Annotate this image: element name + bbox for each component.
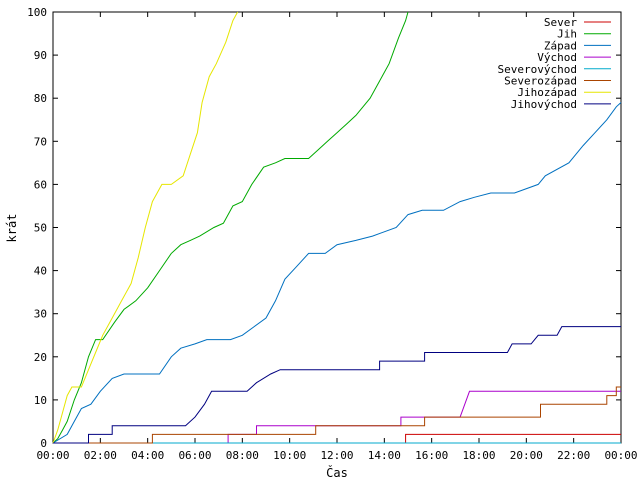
legend-label: Západ bbox=[544, 39, 577, 52]
legend-label: Severozápad bbox=[504, 75, 577, 88]
x-tick-label: 12:00 bbox=[320, 449, 353, 462]
y-axis-label: krát bbox=[5, 214, 19, 243]
legend-label: Jihovýchod bbox=[511, 98, 577, 111]
x-tick-label: 06:00 bbox=[178, 449, 211, 462]
y-tick-label: 50 bbox=[34, 222, 47, 235]
legend-label: Jihozápad bbox=[517, 86, 577, 99]
y-tick-label: 60 bbox=[34, 178, 47, 191]
series-lines bbox=[52, 11, 622, 444]
legend-label: Severovýchod bbox=[498, 63, 577, 76]
legend: SeverJihZápadVýchodSeverovýchodSeverozáp… bbox=[498, 16, 611, 111]
x-tick-label: 00:00 bbox=[36, 449, 69, 462]
x-axis-ticks: 00:00 02:00 04:00 06:00 08:00 10:00 12:00 14:00… bbox=[36, 12, 638, 462]
y-tick-label: 10 bbox=[34, 394, 47, 407]
x-tick-label: 00:00 bbox=[604, 449, 637, 462]
y-tick-label: 100 bbox=[27, 6, 47, 19]
y-tick-label: 20 bbox=[34, 351, 47, 364]
y-tick-label: 40 bbox=[34, 265, 47, 278]
series-line-6 bbox=[52, 11, 239, 444]
legend-label: Sever bbox=[544, 16, 577, 29]
y-tick-label: 70 bbox=[34, 135, 47, 148]
y-tick-label: 90 bbox=[34, 49, 47, 62]
legend-label: Jih bbox=[557, 28, 577, 41]
series-line-7 bbox=[53, 326, 621, 444]
x-tick-label: 14:00 bbox=[368, 449, 401, 462]
x-tick-label: 20:00 bbox=[510, 449, 543, 462]
x-tick-label: 18:00 bbox=[462, 449, 495, 462]
x-axis-label: Čas bbox=[326, 465, 348, 480]
series-line-2 bbox=[52, 102, 622, 444]
y-tick-label: 80 bbox=[34, 92, 47, 105]
x-tick-label: 02:00 bbox=[84, 449, 117, 462]
series-line-1 bbox=[52, 11, 409, 444]
legend-label: Východ bbox=[537, 51, 577, 64]
x-tick-label: 08:00 bbox=[226, 449, 259, 462]
y-tick-label: 30 bbox=[34, 308, 47, 321]
x-tick-label: 22:00 bbox=[557, 449, 590, 462]
x-tick-label: 10:00 bbox=[273, 449, 306, 462]
y-tick-label: 0 bbox=[40, 437, 47, 450]
x-tick-label: 04:00 bbox=[131, 449, 164, 462]
series-line-5 bbox=[53, 386, 621, 444]
y-axis-ticks: 0 10 20 30 40 50 60 70 80 90 100 bbox=[27, 6, 621, 450]
x-tick-label: 16:00 bbox=[415, 449, 448, 462]
